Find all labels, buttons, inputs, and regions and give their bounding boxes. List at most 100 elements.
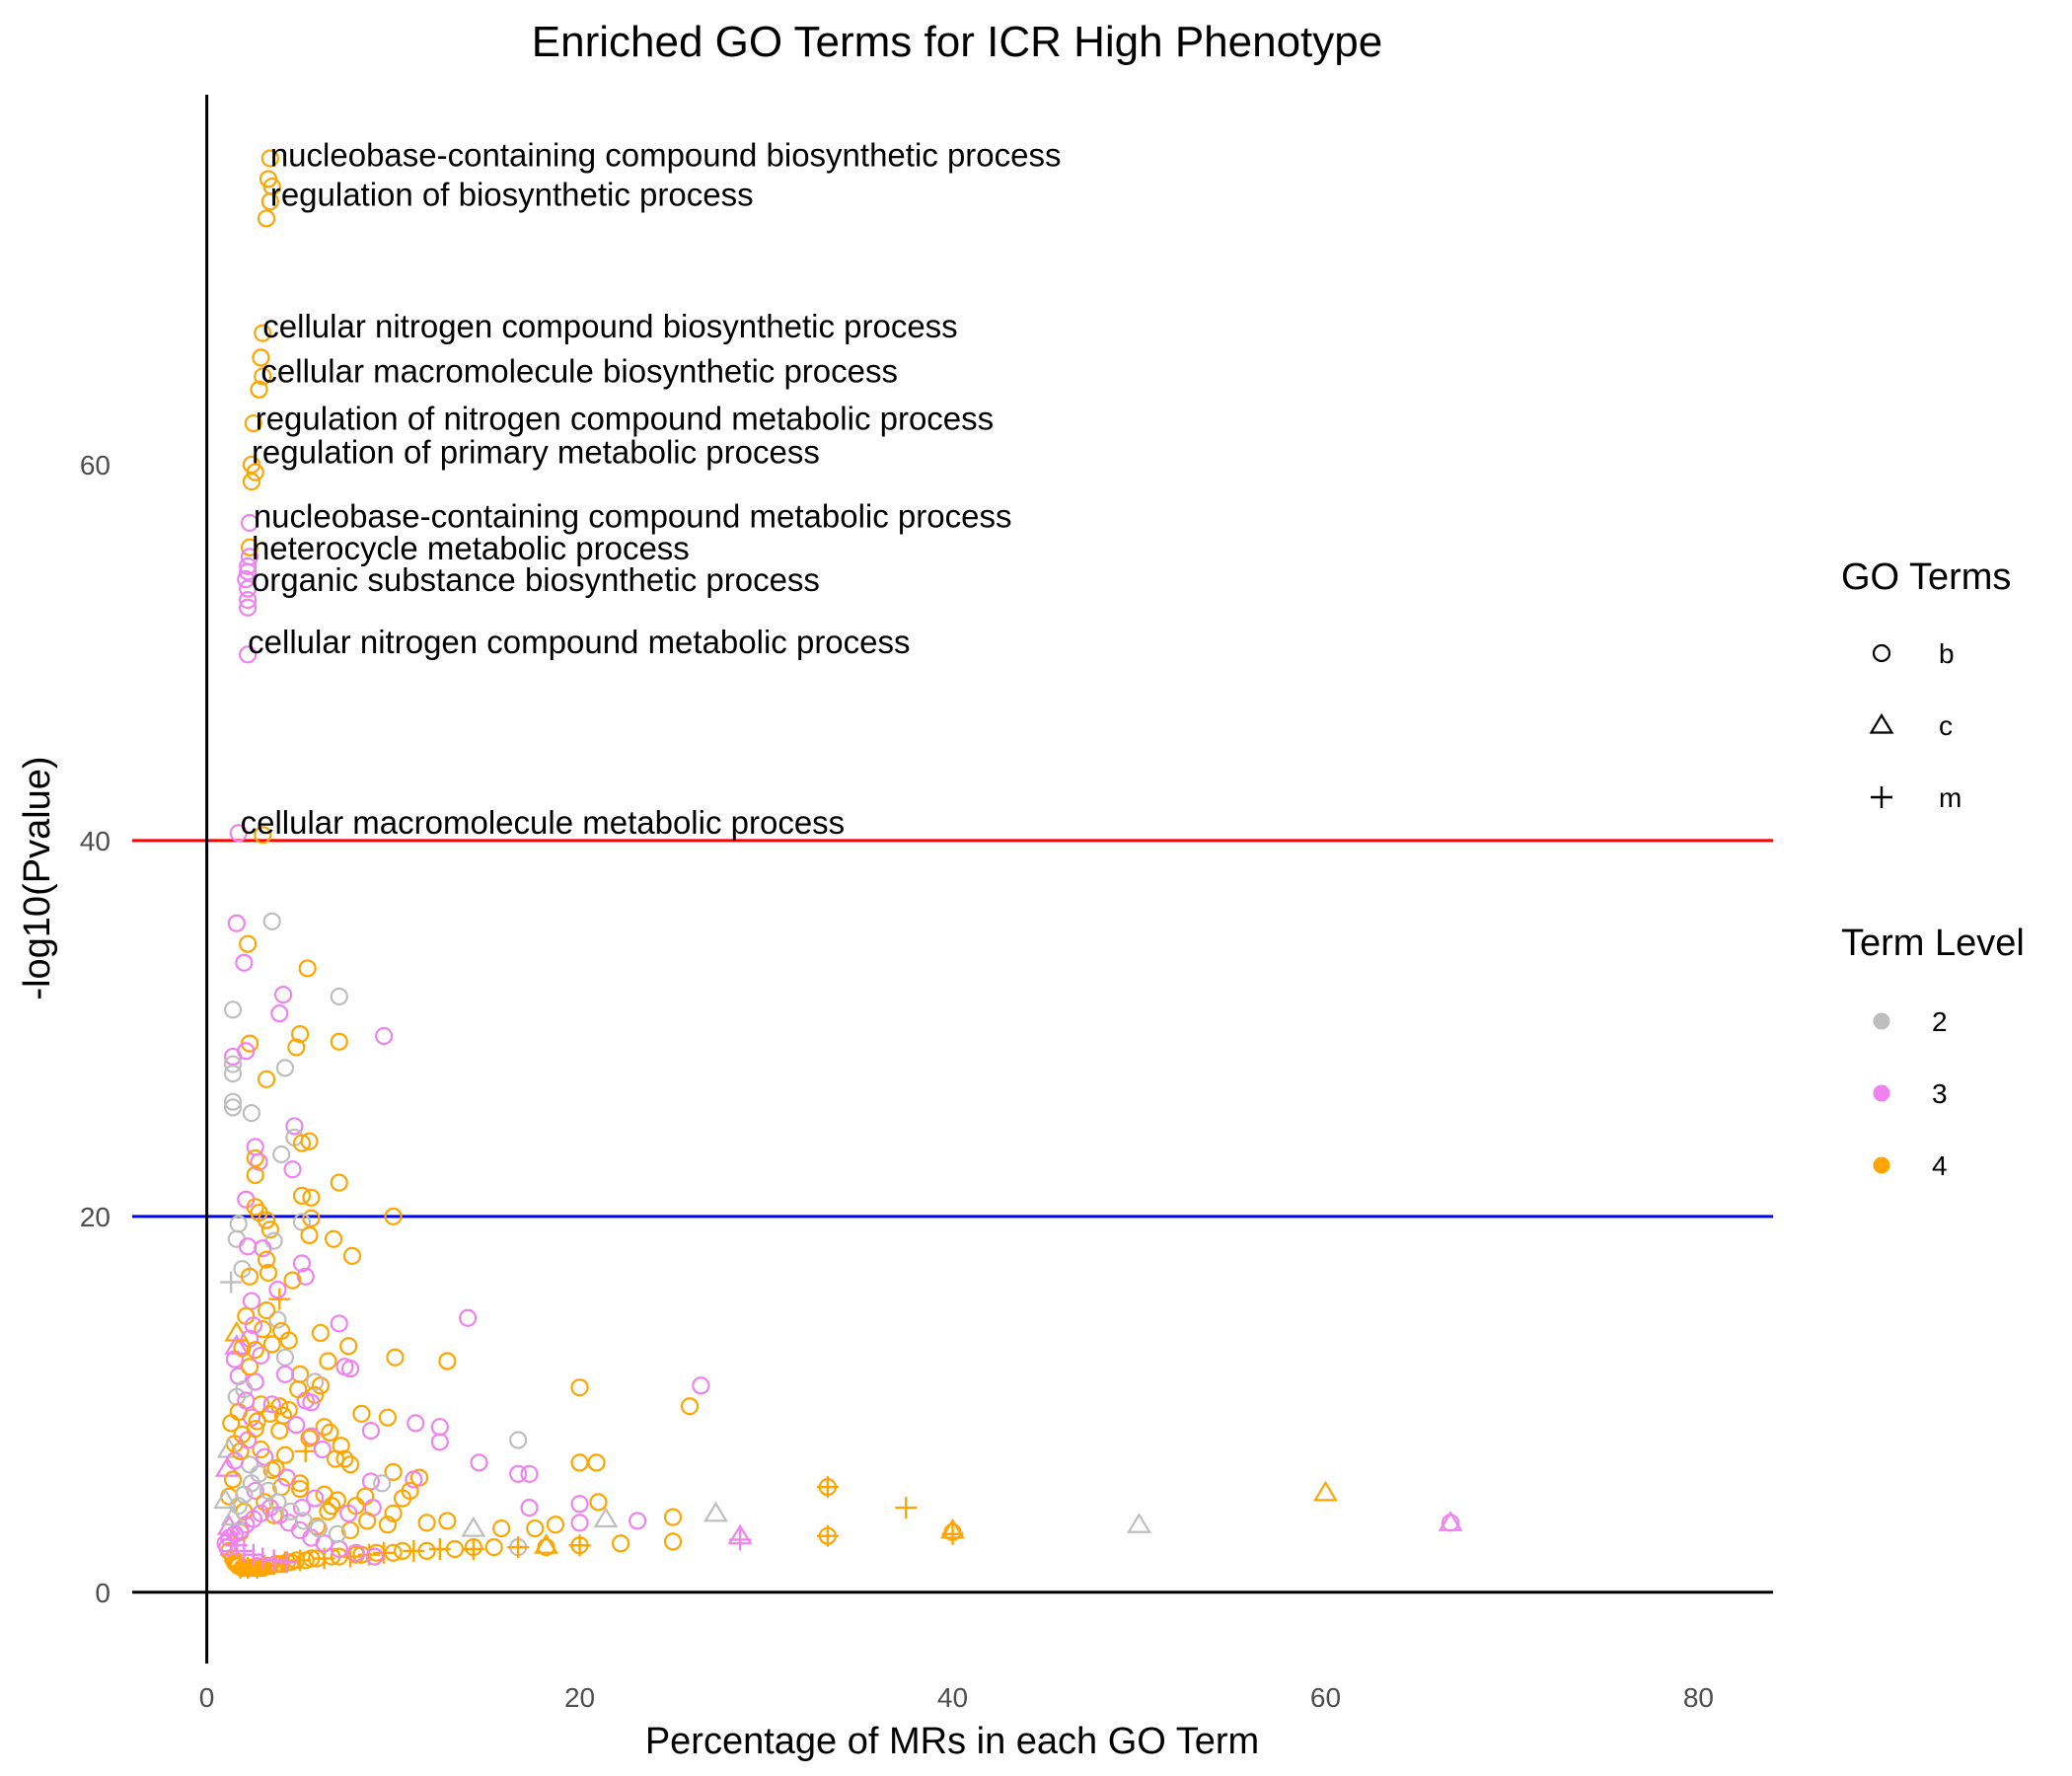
data-point: [302, 1393, 321, 1412]
data-point: [216, 1437, 242, 1458]
data-point: [941, 1522, 964, 1545]
y-tick-label: 20: [80, 1202, 111, 1232]
y-tick-label: 40: [80, 826, 111, 856]
data-point: [262, 1395, 281, 1414]
data-point: [239, 598, 258, 617]
data-point: [315, 1418, 333, 1437]
data-point: [250, 1152, 268, 1171]
data-point: [296, 1267, 315, 1286]
data-point: [319, 1502, 337, 1521]
point-label: cellular macromolecule biosynthetic proc…: [260, 353, 898, 390]
data-point: [459, 1308, 478, 1327]
point-label: regulation of primary metabolic process: [252, 434, 820, 471]
legend-color-swatch: [1873, 1156, 1890, 1174]
data-point: [703, 1501, 728, 1522]
data-point: [568, 1534, 591, 1557]
data-points: [213, 149, 1463, 1580]
data-point: [223, 1047, 243, 1067]
data-point: [520, 1464, 539, 1483]
data-point: [270, 1004, 289, 1023]
data-point: [417, 1514, 436, 1532]
data-point: [339, 1504, 358, 1522]
data-point: [663, 1532, 683, 1551]
data-point: [384, 1462, 403, 1482]
data-point: [1441, 1514, 1460, 1532]
data-point: [257, 1070, 276, 1088]
x-tick-label: 0: [199, 1682, 215, 1713]
data-point: [430, 1418, 449, 1437]
data-point: [526, 1518, 545, 1538]
triangle-icon: [1869, 712, 1894, 734]
data-point: [239, 579, 258, 598]
data-point: [242, 472, 261, 491]
data-point: [252, 1504, 270, 1522]
point-label: cellular nitrogen compound biosynthetic …: [262, 308, 957, 344]
data-point: [257, 1250, 276, 1269]
data-point: [330, 1173, 348, 1192]
data-point: [326, 1449, 345, 1468]
data-point: [405, 1470, 423, 1489]
data-point: [307, 1549, 327, 1568]
x-tick-label: 80: [1683, 1682, 1714, 1713]
data-point: [1313, 1480, 1338, 1502]
data-point: [570, 1514, 589, 1532]
data-point: [365, 1547, 384, 1566]
data-point: [233, 1539, 256, 1562]
data-point: [237, 570, 256, 589]
data-point: [272, 1145, 291, 1164]
data-point: [235, 953, 254, 972]
data-point: [257, 1211, 276, 1229]
data-point: [537, 1537, 555, 1557]
data-point: [570, 1495, 589, 1514]
data-point: [294, 1512, 313, 1530]
data-point: [259, 1481, 278, 1501]
data-point: [252, 1547, 274, 1570]
axis-ticks: 0 20 40 60 80 0 20 40 60: [80, 450, 1714, 1713]
data-point: [266, 1458, 285, 1478]
data-point: [268, 1310, 287, 1329]
data-point: [223, 1064, 243, 1083]
data-point: [384, 1504, 403, 1522]
data-point: [254, 1320, 272, 1339]
data-point: [895, 1497, 918, 1519]
data-point: [373, 1474, 392, 1493]
data-point: [407, 1414, 425, 1433]
data-point: [223, 1000, 243, 1019]
data-point: [290, 1520, 310, 1540]
data-point: [273, 1406, 293, 1425]
data-point: [352, 1404, 371, 1423]
plus-icon: [1871, 786, 1892, 808]
data-point: [335, 1449, 354, 1468]
data-point: [311, 1376, 330, 1395]
data-point: [311, 1323, 330, 1343]
data-point: [342, 1246, 362, 1265]
data-point: [356, 1487, 375, 1506]
legend-color-title: Term Level: [1841, 923, 2025, 964]
data-point: [220, 1271, 243, 1294]
data-point: [273, 985, 293, 1004]
data-point: [252, 348, 270, 367]
data-point: [570, 1453, 589, 1472]
data-point: [223, 1092, 243, 1111]
chart-title: Enriched GO Terms for ICR High Phenotype: [532, 18, 1382, 66]
data-point: [260, 1404, 279, 1423]
data-point: [250, 1464, 268, 1483]
data-point: [290, 1365, 310, 1383]
point-label: nucleobase-containing compound metabolic…: [254, 497, 1012, 534]
data-point: [270, 1421, 289, 1441]
data-point: [323, 1497, 341, 1516]
data-point: [330, 1547, 348, 1566]
data-point: [254, 367, 272, 386]
data-point: [237, 1391, 256, 1410]
legend-color-label: 3: [1932, 1078, 1948, 1109]
data-point: [260, 1221, 279, 1239]
data-point: [306, 1489, 325, 1508]
data-point: [223, 1055, 243, 1073]
data-point: [593, 1507, 619, 1528]
data-point: [262, 1335, 281, 1354]
point-label: heterocycle metabolic process: [252, 530, 690, 566]
data-point: [306, 1372, 325, 1391]
data-point: [287, 1038, 306, 1057]
point-label: cellular nitrogen compound metabolic pro…: [248, 624, 910, 660]
